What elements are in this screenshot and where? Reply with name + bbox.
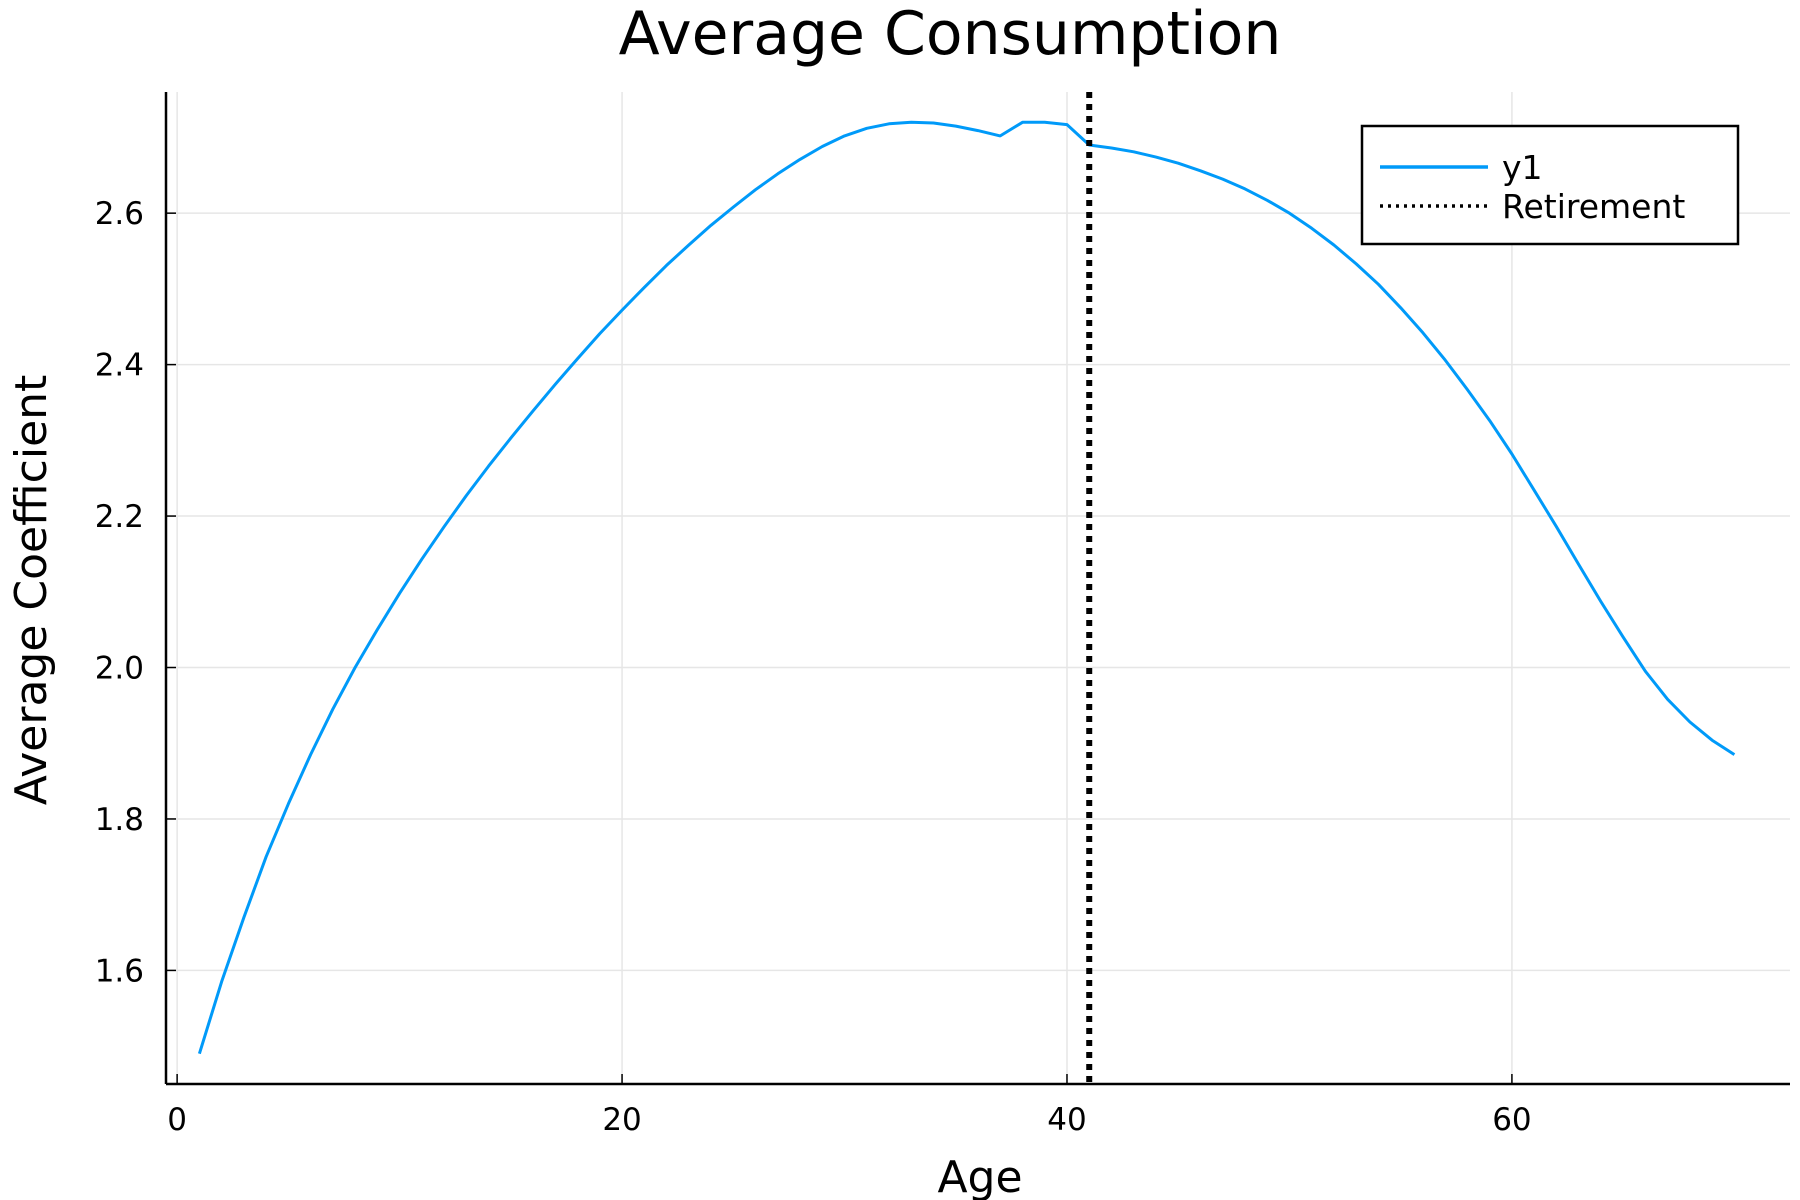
- legend-label-y1: y1: [1502, 148, 1543, 187]
- axes: [164, 92, 1790, 1086]
- y-tick-label: 2.2: [95, 499, 144, 535]
- chart-title: Average Consumption: [619, 0, 1282, 69]
- x-tick-label: 20: [602, 1102, 641, 1138]
- x-tick-label: 60: [1492, 1102, 1531, 1138]
- y-tick-label: 2.0: [95, 651, 144, 687]
- x-tick-label: 40: [1047, 1102, 1086, 1138]
- y-tick-label: 2.6: [95, 196, 144, 232]
- x-tick-label: 0: [167, 1102, 187, 1138]
- y-tick-label: 1.8: [95, 802, 144, 838]
- y-tick-label: 2.4: [95, 348, 144, 384]
- series-line-y1: [197, 120, 1736, 1055]
- y-tick-label: 1.6: [95, 953, 144, 989]
- x-axis-label: Age: [937, 1152, 1022, 1200]
- plot-lines: [197, 92, 1736, 1084]
- legend-label-retirement: Retirement: [1502, 187, 1685, 226]
- y-axis-label: Average Coefficient: [6, 375, 57, 806]
- legend-box: [1360, 124, 1740, 246]
- legend: y1 Retirement: [1360, 124, 1740, 246]
- ticks: 0 20 40 60 1.6 1.8 2.0 2.2 2.4 2.6: [95, 196, 1532, 1138]
